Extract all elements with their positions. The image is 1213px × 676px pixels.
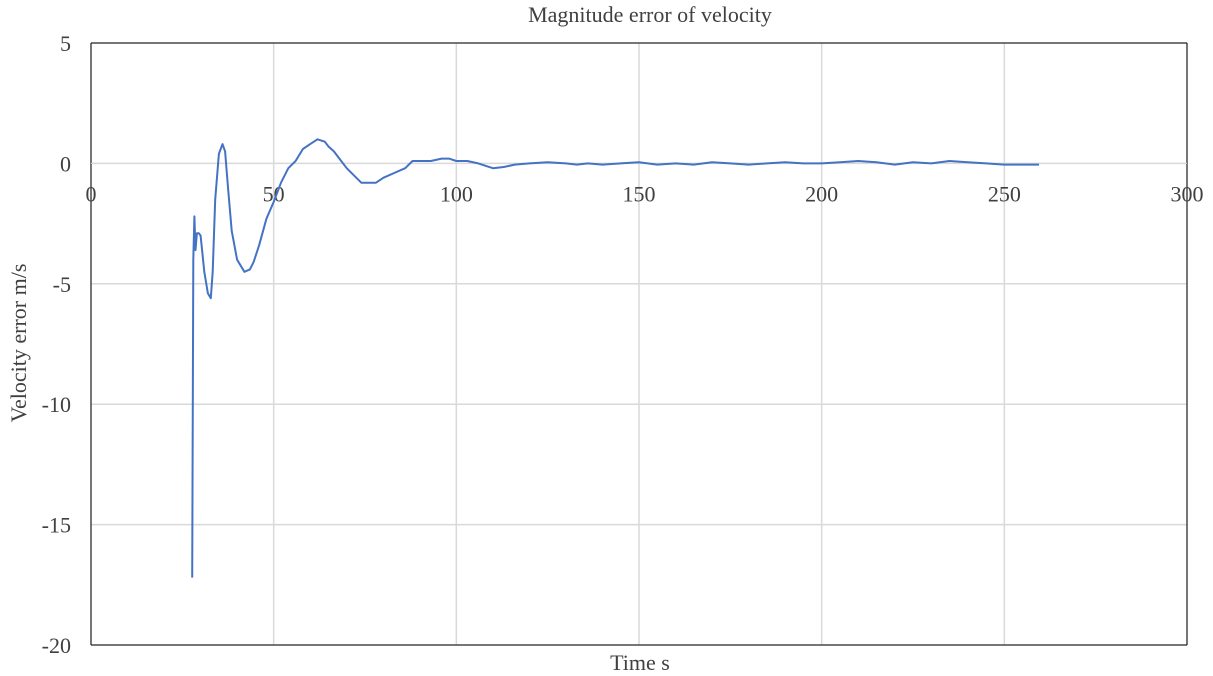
series-line bbox=[191, 138, 1039, 578]
y-tick-labels: 5 0 -5 -10 -15 -20 bbox=[42, 31, 71, 658]
y-tick-label: -20 bbox=[42, 633, 71, 658]
y-tick-label: -10 bbox=[42, 392, 71, 417]
y-tick-label: 0 bbox=[60, 151, 71, 176]
y-axis-label: Velocity error m/s bbox=[6, 264, 31, 423]
y-tick-label: 5 bbox=[60, 31, 71, 56]
x-tick-label: 150 bbox=[623, 181, 656, 206]
chart-title: Magnitude error of velocity bbox=[528, 2, 772, 27]
x-axis-label: Time s bbox=[610, 650, 670, 675]
y-tick-label: -5 bbox=[53, 272, 71, 297]
gridlines bbox=[90, 42, 1188, 646]
x-tick-label: 250 bbox=[988, 181, 1021, 206]
x-tick-label: 0 bbox=[86, 181, 97, 206]
x-tick-label: 200 bbox=[805, 181, 838, 206]
x-tick-labels: 0 50 100 150 200 250 300 bbox=[86, 181, 1204, 206]
x-tick-label: 300 bbox=[1171, 181, 1204, 206]
x-tick-label: 100 bbox=[440, 181, 473, 206]
y-tick-label: -15 bbox=[42, 513, 71, 538]
